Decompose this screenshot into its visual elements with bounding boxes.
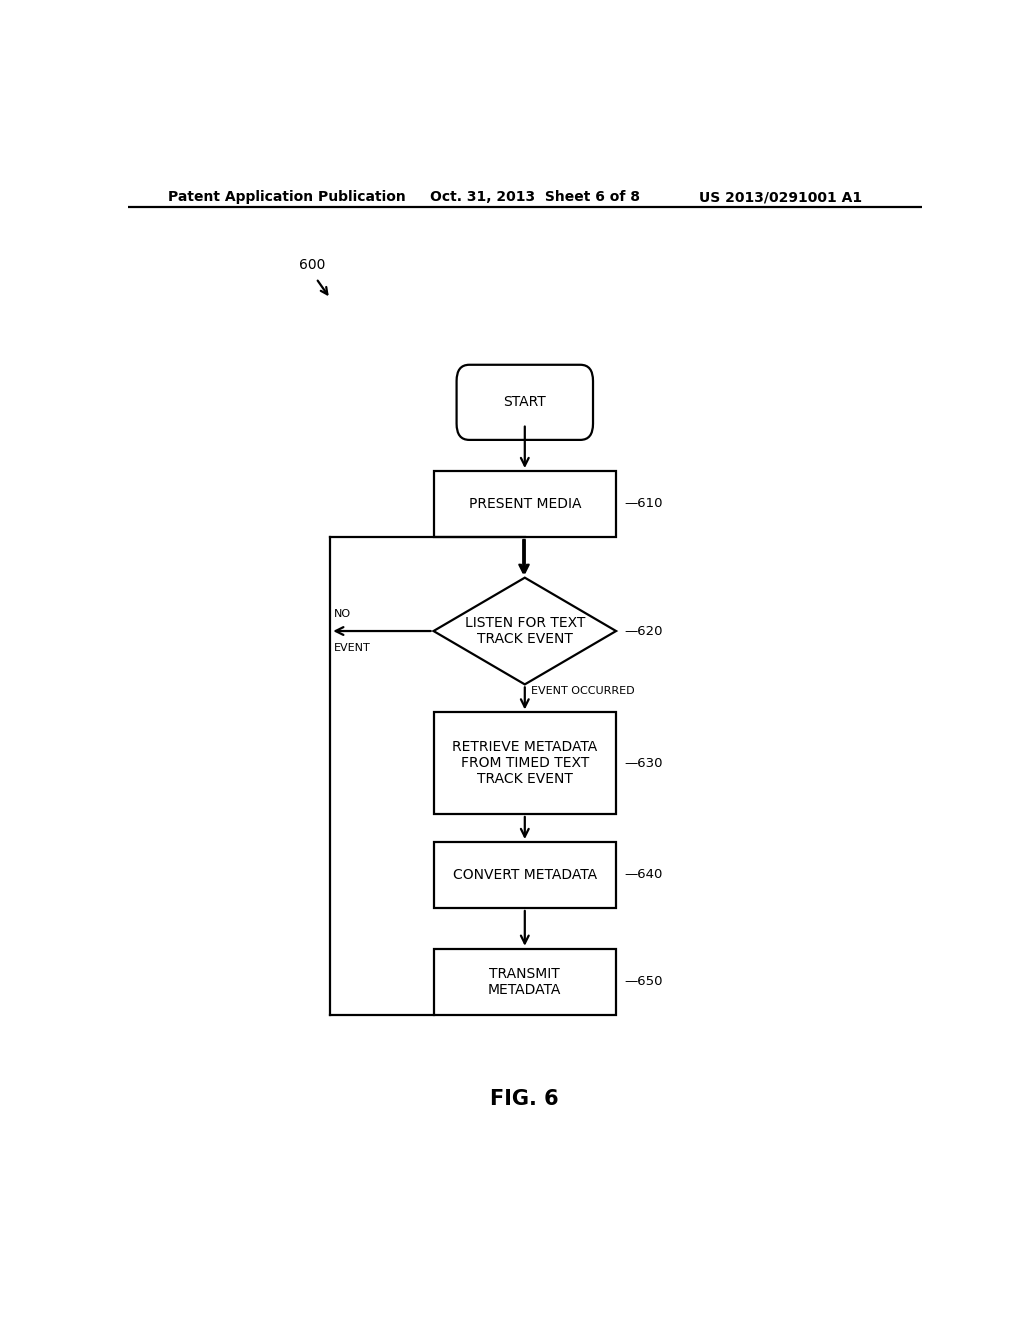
Text: US 2013/0291001 A1: US 2013/0291001 A1 xyxy=(699,190,862,205)
Text: START: START xyxy=(504,395,546,409)
Text: FIG. 6: FIG. 6 xyxy=(490,1089,559,1109)
Text: —630: —630 xyxy=(624,756,663,770)
Text: —650: —650 xyxy=(624,975,663,989)
Text: LISTEN FOR TEXT
TRACK EVENT: LISTEN FOR TEXT TRACK EVENT xyxy=(465,616,585,645)
Bar xyxy=(433,949,616,1015)
Text: CONVERT METADATA: CONVERT METADATA xyxy=(453,869,597,882)
Text: EVENT: EVENT xyxy=(334,643,371,653)
Text: NO: NO xyxy=(334,609,351,619)
Text: EVENT OCCURRED: EVENT OCCURRED xyxy=(531,686,635,696)
Polygon shape xyxy=(433,578,616,684)
Text: RETRIEVE METADATA
FROM TIMED TEXT
TRACK EVENT: RETRIEVE METADATA FROM TIMED TEXT TRACK … xyxy=(453,741,597,787)
Bar xyxy=(433,842,616,908)
Text: PRESENT MEDIA: PRESENT MEDIA xyxy=(469,496,581,511)
Text: Patent Application Publication: Patent Application Publication xyxy=(168,190,406,205)
Text: Oct. 31, 2013  Sheet 6 of 8: Oct. 31, 2013 Sheet 6 of 8 xyxy=(430,190,640,205)
Text: —640: —640 xyxy=(624,869,663,882)
Text: —620: —620 xyxy=(624,624,663,638)
Text: TRANSMIT
METADATA: TRANSMIT METADATA xyxy=(488,966,561,997)
Text: —610: —610 xyxy=(624,498,663,511)
Bar xyxy=(433,471,616,537)
FancyBboxPatch shape xyxy=(457,364,593,440)
Text: 600: 600 xyxy=(299,259,325,272)
Bar xyxy=(433,713,616,814)
